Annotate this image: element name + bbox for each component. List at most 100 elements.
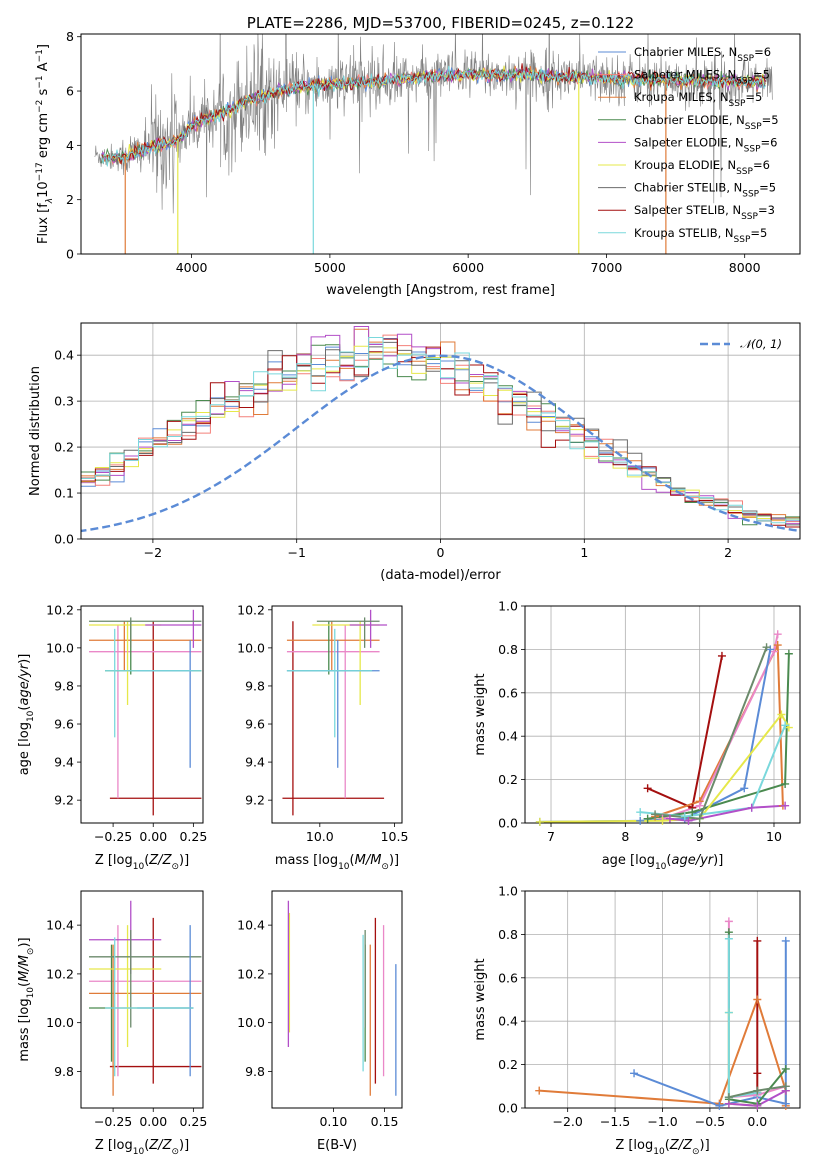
weight-vs-age-panel-marker-5-0	[535, 817, 544, 826]
residual-panel-xtick-label-1: −1	[287, 545, 305, 560]
spectrum-title: PLATE=2286, MJD=53700, FIBERID=0245, z=0…	[247, 14, 634, 32]
weight-vs-metallicity-panel-marker-2-0	[724, 917, 733, 926]
mass-vs-extinction-panel-plot-area	[287, 900, 397, 1096]
residual-panel-xtick-label-3: 1	[580, 545, 588, 560]
weight-vs-age-panel-series-7	[669, 804, 786, 822]
legend-label-7: Salpeter STELIB, NSSP=3	[634, 203, 775, 222]
weight-vs-age-panel-xtick-label-2: 9	[696, 829, 704, 844]
weight-vs-age-panel-ytick-label-4: 0.8	[498, 642, 518, 657]
age-vs-mass-xlabel: mass [log10(M/M⊙)]	[275, 853, 399, 872]
age-vs-mass-panel-ytick-label-0: 9.2	[245, 793, 265, 808]
weight-vs-age-panel-series-2	[662, 633, 779, 820]
weight-vs-age-panel-marker-6-3	[781, 721, 790, 730]
age-vs-mass-panel-ytick-label-2: 9.6	[245, 717, 265, 732]
mass-vs-metallicity-panel-ytick-label-1: 10.0	[46, 1015, 74, 1030]
mass-vs-extinction-panel-ytick-label-3: 10.4	[237, 918, 265, 933]
mass-vs-extinction-panel-frame	[271, 890, 403, 1109]
spectrum-panel-frame	[80, 33, 801, 255]
mass-vs-metallicity-panel-xtick-label-0: −0.25	[94, 1114, 132, 1129]
histogram-series-1	[81, 334, 800, 528]
legend-label-4: Salpeter ELODIE, NSSP=6	[634, 135, 777, 154]
histogram-series-3	[81, 344, 800, 528]
weight-vs-metallicity-panel-marker-8-1	[753, 1086, 762, 1095]
age-vs-metallicity-ylabel: age [log10(age/yr)]	[17, 654, 36, 776]
residual-panel-ytick-label-2: 0.2	[54, 440, 74, 455]
weight-vs-metallicity-panel-marker-1-1	[715, 1101, 724, 1110]
weight-vs-metallicity-panel-marker-0-0	[535, 1086, 544, 1095]
residual-panel-ytick-label-0: 0.0	[54, 532, 74, 547]
weight-vs-age-panel-plot-area	[539, 633, 790, 823]
spectrum-xlabel: wavelength [Angstrom, rest frame]	[326, 283, 555, 298]
spectrum-panel-ytick-label-4: 8	[66, 29, 74, 44]
histogram-series-4	[81, 326, 800, 525]
mass-vs-metallicity-panel-ytick-label-2: 10.2	[46, 966, 74, 981]
age-vs-mass-panel-ytick-label-5: 10.2	[237, 602, 265, 617]
weight-vs-age-panel-xtick-label-3: 10	[766, 829, 782, 844]
weight-vs-age-panel: 7 8 9 10 0.0 0.2 0.4 0.6 0.8 1.0 mass weight age [l…	[473, 599, 801, 872]
age-vs-metallicity-panel-ytick-label-2: 9.6	[54, 717, 74, 732]
age-vs-mass-panel-xtick-label-0: 10.0	[306, 829, 334, 844]
weight-vs-age-panel-marker-5-3	[777, 710, 786, 719]
weight-vs-age-panel-series-0	[647, 655, 723, 810]
weight-vs-age-panel-marker-8-0	[651, 810, 660, 819]
weight-vs-age-panel-marker-4-3	[784, 649, 793, 658]
histogram-series-6	[81, 341, 800, 527]
residual-panel-ytick-label-4: 0.4	[54, 348, 74, 363]
weight-vs-age-panel-marker-1-2	[773, 641, 782, 650]
weight-vs-metallicity-panel-ytick-label-5: 1.0	[498, 884, 518, 899]
mass-vs-extinction-panel-xtick-label-0: 0.10	[319, 1114, 347, 1129]
legend-label-2: Kroupa MILES, NSSP=5	[634, 90, 762, 109]
gaussian-curve	[81, 354, 800, 533]
weight-vs-metallicity-panel: −2.0 −1.5 −1.0 −0.5 0.0 0.0 0.2 0.4 0.6 0.8 1.0 mas…	[473, 884, 801, 1157]
age-vs-mass-panel-xtick-label-1: 10.5	[381, 829, 409, 844]
weight-vs-age-panel-marker-2-1	[695, 801, 704, 810]
weight-vs-age-panel-ylabel: mass weight	[473, 673, 488, 755]
spectrum-panel-ytick-label-3: 6	[66, 84, 74, 99]
weight-vs-age-panel-ytick-label-1: 0.2	[498, 772, 518, 787]
legend-label-0: Chabrier MILES, NSSP=6	[634, 45, 771, 64]
mass-vs-extinction-panel: 0.10 0.15 9.8 10.0 10.2 10.4 E(B-V)	[237, 890, 403, 1153]
weight-vs-metallicity-panel-marker-6-1	[724, 1008, 733, 1017]
weight-vs-metallicity-panel-marker-1-4	[781, 936, 790, 945]
weight-vs-age-panel-marker-7-3	[781, 801, 790, 810]
weight-vs-metallicity-panel-marker-3-2	[753, 936, 762, 945]
legend-label-1: Salpeter MILES, NSSP=5	[634, 68, 770, 87]
weight-vs-metallicity-panel-xtick-label-3: −0.5	[695, 1114, 725, 1129]
weight-vs-age-panel-marker-4-1	[688, 808, 697, 817]
residual-panel: −2 −1 0 1 2 0.0 0.1 0.2 0.3 0.4 (data-model)/error…	[28, 322, 801, 583]
spectrum-panel-xtick-label-2: 6000	[452, 260, 484, 275]
weight-vs-age-panel-marker-3-1	[636, 816, 645, 825]
spectrum-panel-xtick-label-0: 4000	[176, 260, 208, 275]
age-vs-mass-panel: 10.0 10.5 9.2 9.4 9.6 9.8 10.0 10.2 mass [log10(…	[237, 602, 408, 872]
spectrum-panel-xtick-label-1: 5000	[314, 260, 346, 275]
residual-panel-ytick-label-1: 0.1	[54, 486, 74, 501]
weight-vs-metallicity-panel-ytick-label-2: 0.4	[498, 1014, 518, 1029]
age-vs-metallicity-panel-ytick-label-1: 9.4	[54, 755, 74, 770]
weight-vs-age-panel-marker-2-3	[773, 630, 782, 639]
age-vs-metallicity-xlabel: Z [log10(Z/Z⊙)]	[95, 853, 189, 872]
age-vs-metallicity-panel-plot-area	[89, 609, 202, 816]
weight-vs-metallicity-panel-marker-7-1	[753, 1101, 762, 1110]
spectrum-panel-ytick-label-0: 0	[66, 247, 74, 262]
weight-vs-age-panel-ytick-label-5: 1.0	[498, 599, 518, 614]
age-vs-metallicity-panel-xtick-label-0: −0.25	[94, 829, 132, 844]
weight-vs-age-panel-marker-3-3	[740, 784, 749, 793]
mass-vs-extinction-panel-ytick-label-1: 10.0	[237, 1015, 265, 1030]
residual-panel-frame	[80, 322, 801, 540]
weight-vs-metallicity-panel-ytick-label-3: 0.6	[498, 970, 518, 985]
weight-vs-age-panel-xtick-label-1: 8	[621, 829, 629, 844]
weight-vs-metallicity-panel-marker-1-3	[781, 1099, 790, 1108]
weight-vs-age-panel-ytick-label-2: 0.4	[498, 729, 518, 744]
residual-xlabel: (data-model)/error	[380, 568, 501, 583]
age-vs-metallicity-panel-xtick-label-1: 0.00	[139, 829, 167, 844]
spectrum-model-line-3	[101, 67, 766, 164]
mass-vs-metallicity-panel-ytick-label-3: 10.4	[46, 918, 74, 933]
weight-vs-age-panel-marker-5-1	[658, 816, 667, 825]
weight-vs-age-panel-marker-7-1	[684, 816, 693, 825]
age-vs-mass-panel-ytick-label-1: 9.4	[245, 755, 265, 770]
weight-vs-age-panel-marker-7-2	[747, 803, 756, 812]
histogram-series-7	[81, 338, 800, 528]
histogram-series-0	[81, 338, 800, 526]
weight-vs-metallicity-panel-marker-6-0	[724, 934, 733, 943]
weight-vs-metallicity-panel-xtick-label-2: −1.0	[647, 1114, 677, 1129]
